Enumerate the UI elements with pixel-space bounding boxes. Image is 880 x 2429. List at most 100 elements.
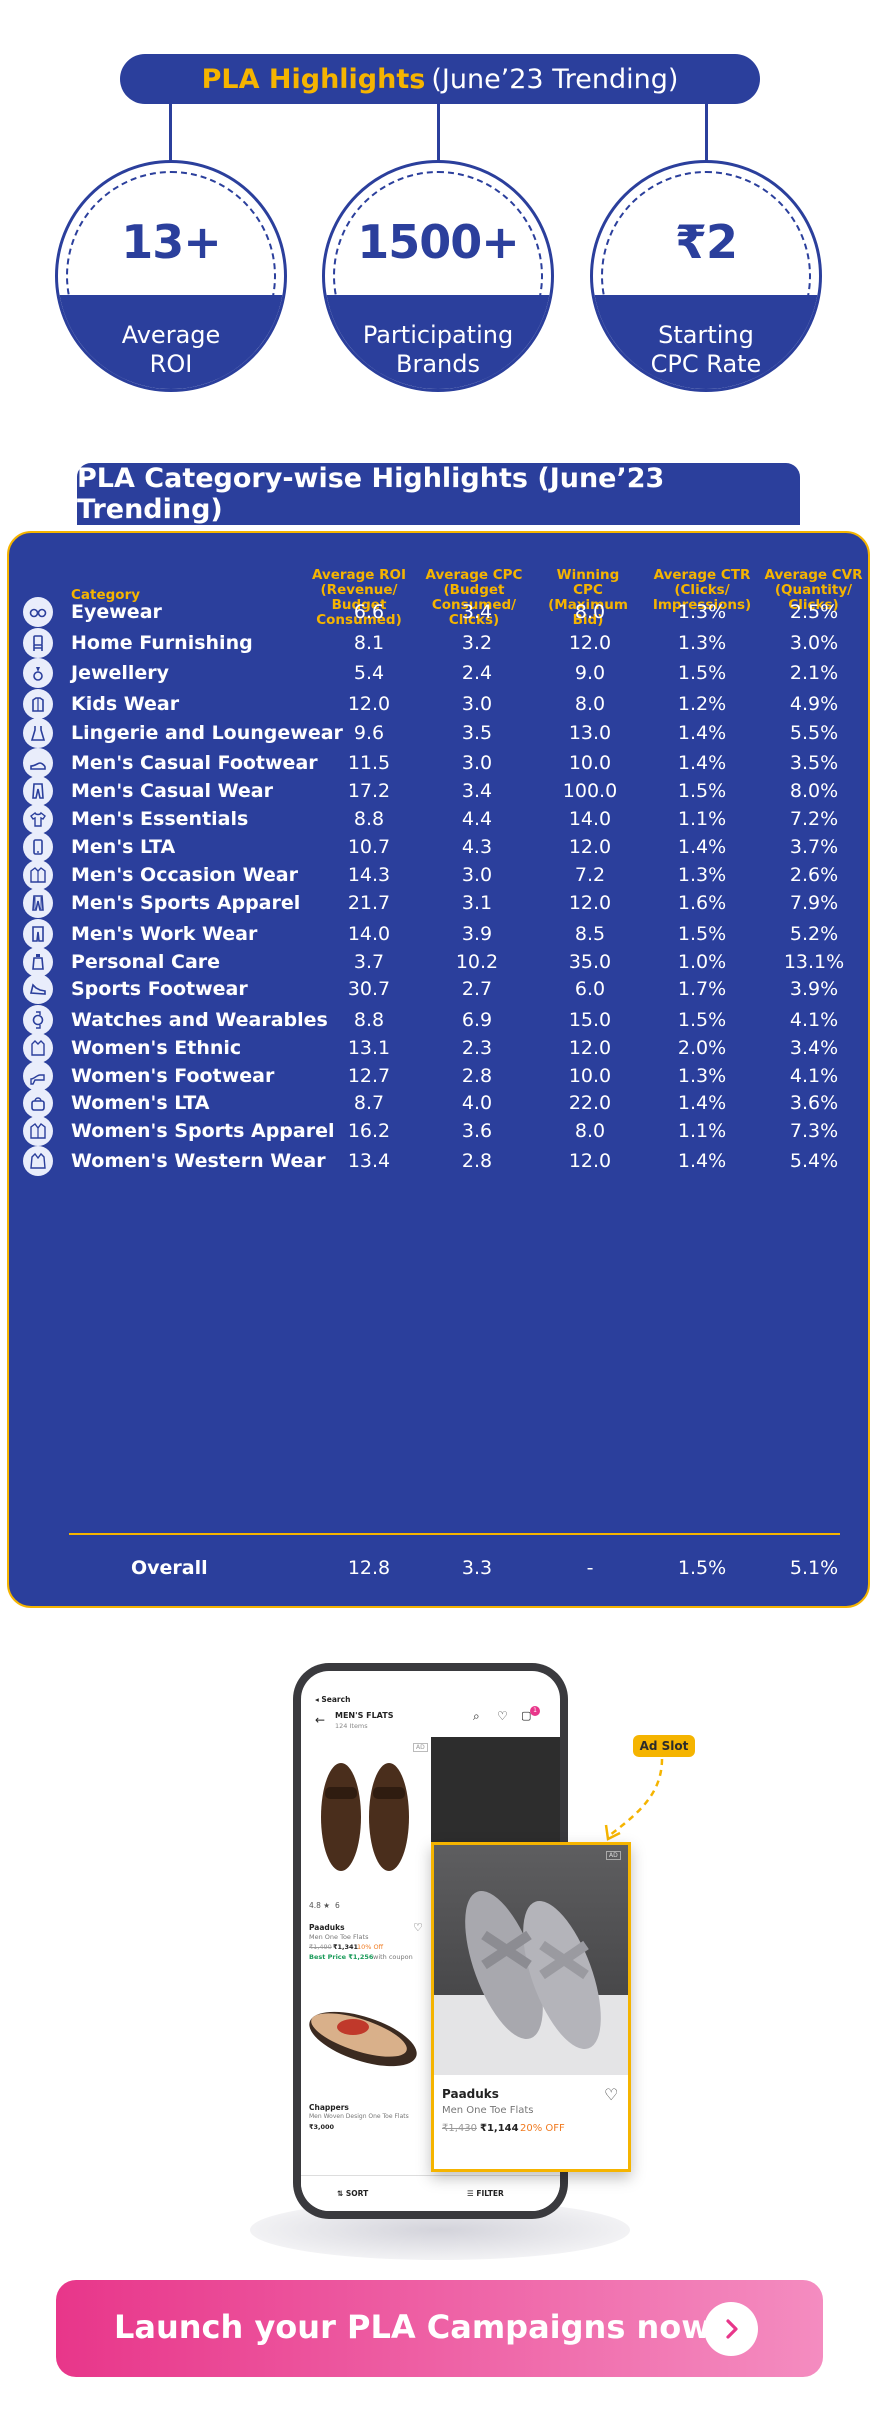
cell-cvr: 2.6%: [789, 864, 839, 886]
cell-cvr: 2.1%: [789, 662, 839, 684]
product-brand: Paaduks: [309, 1923, 345, 1932]
shirt-icon: [23, 860, 53, 890]
caption-line: Participating: [362, 321, 514, 349]
cell-roi: 3.7: [353, 951, 385, 973]
cell-ctr: 1.5%: [677, 662, 727, 684]
ad-product-card[interactable]: AD Paaduks Men One Toe Flats ₹1,430 ₹1,1…: [431, 1842, 631, 2172]
sort-label: SORT: [345, 2189, 369, 2198]
ad-product-image: [434, 1845, 628, 2075]
wishlist-heart-icon[interactable]: ♡: [413, 1921, 423, 1934]
cell-winning-cpc: 8.0: [574, 693, 606, 715]
cell-winning-cpc: 22.0: [568, 1092, 612, 1114]
product-image-kolhapuri[interactable]: [301, 1977, 429, 2097]
table-row: Lingerie and Loungewear 9.6 3.5 13.0 1.4% 5.5…: [9, 718, 872, 748]
back-arrow-icon[interactable]: ←: [315, 1713, 326, 1727]
caption-line: Starting: [658, 321, 754, 349]
cell-cpc: 3.4: [461, 780, 493, 802]
header-line: Clicks): [448, 612, 500, 628]
cell-cpc: 3.5: [461, 722, 493, 744]
product-brand: Chappers: [309, 2103, 349, 2112]
highlight-caption: Starting CPC Rate: [593, 321, 819, 379]
ad-product-name: Men One Toe Flats: [442, 2105, 534, 2116]
cell-ctr: 2.0%: [677, 1037, 727, 1059]
cell-ctr: 1.7%: [677, 978, 727, 1000]
jewellery-icon: [23, 658, 53, 688]
product-mrp: ₹1,490: [309, 1943, 332, 1951]
ad-wishlist-heart-icon[interactable]: ♡: [604, 2085, 619, 2104]
category-name: Kids Wear: [71, 693, 180, 715]
chevron-right-icon: [704, 2302, 758, 2356]
cell-cvr: 2.5%: [789, 601, 839, 623]
wishlist-icon[interactable]: ♡: [497, 1709, 508, 1723]
connector-line: [437, 100, 440, 162]
header-line: (Clicks/: [674, 582, 730, 598]
cell-winning-cpc: 12.0: [568, 1037, 612, 1059]
coat-icon: [23, 1146, 53, 1176]
product-image-dark[interactable]: [431, 1737, 560, 1845]
category-name: Men's Casual Footwear: [71, 752, 318, 774]
caption-line: Average: [121, 321, 221, 349]
table-row: Sports Footwear 30.7 2.7 6.0 1.7% 3.9%: [9, 974, 872, 1004]
product-image-sandal[interactable]: [301, 1737, 429, 1897]
category-name: Home Furnishing: [71, 632, 253, 654]
sort-button[interactable]: ⇅ SORT: [337, 2189, 369, 2198]
table-row: Women's Footwear 12.7 2.8 10.0 1.3% 4.1%: [9, 1061, 872, 1091]
casual-footwear-icon: [23, 748, 53, 778]
filter-label: FILTER: [476, 2189, 504, 2198]
product-price: ₹1,341: [333, 1943, 359, 1951]
cell-ctr: 1.3%: [677, 601, 727, 623]
cell-ctr: 1.5%: [677, 923, 727, 945]
cell-ctr: 1.4%: [677, 836, 727, 858]
cell-roi: 16.2: [347, 1120, 391, 1142]
track-pants-icon: [23, 888, 53, 918]
cell-winning-cpc: 12.0: [568, 632, 612, 654]
connector-line: [169, 100, 172, 162]
header-line: (Revenue/ Budget: [320, 582, 398, 613]
cell-cpc: 3.9: [461, 923, 493, 945]
header-line: Average ROI: [311, 567, 407, 583]
highlight-value: ₹2: [674, 215, 738, 269]
cell-cvr: 5.2%: [789, 923, 839, 945]
category-name: Men's LTA: [71, 836, 176, 858]
cell-winning-cpc: 12.0: [568, 892, 612, 914]
highlight-cap: [325, 295, 551, 389]
cell-winning-cpc: 9.0: [574, 662, 606, 684]
highlight-card-cpc: ₹2 Starting CPC Rate: [590, 160, 822, 392]
product-best-price: Best Price ₹1,256: [309, 1953, 374, 1961]
cell-roi: 21.7: [347, 892, 391, 914]
header-line: Consumed): [316, 612, 402, 628]
cell-winning-cpc: 100.0: [562, 780, 618, 802]
cell-ctr: 1.4%: [677, 1150, 727, 1172]
kolhapuri-illustration: [309, 2011, 417, 2067]
cell-roi: 14.0: [347, 923, 391, 945]
search-icon[interactable]: ⌕: [473, 1709, 480, 1723]
cell-winning-cpc: 13.0: [568, 722, 612, 744]
cell-cpc: 3.4: [461, 601, 493, 623]
table-row: Men's Sports Apparel 21.7 3.1 12.0 1.6% 7.9%: [9, 888, 872, 918]
cell-roi: 13.1: [347, 1037, 391, 1059]
cell-cvr: 7.9%: [789, 892, 839, 914]
ad-mrp: ₹1,430: [442, 2123, 477, 2134]
header-line: Average CPC: [425, 567, 523, 583]
cell-winning-cpc: 12.0: [568, 1150, 612, 1172]
filter-button[interactable]: ☰ FILTER: [467, 2189, 504, 2198]
cart-icon[interactable]: ▢: [521, 1709, 532, 1722]
cell-roi: 5.4: [353, 662, 385, 684]
grey-sandal-illustration: [434, 1890, 628, 2075]
highlights-title: PLA Highlights: [201, 63, 426, 95]
cell-cvr: 3.0%: [789, 632, 839, 654]
category-name: Men's Casual Wear: [71, 780, 273, 802]
cell-cvr: 3.9%: [789, 978, 839, 1000]
product-rating-count: 6: [335, 1901, 340, 1910]
back-search-link[interactable]: ◂ Search: [315, 1695, 351, 1704]
lingerie-icon: [23, 718, 53, 748]
cell-winning-cpc: 15.0: [568, 1009, 612, 1031]
highlight-card-brands: 1500+ Participating Brands: [322, 160, 554, 392]
cell-winning-cpc: 7.2: [574, 864, 606, 886]
table-title: PLA Category-wise Highlights (June’23 Tr…: [77, 463, 800, 525]
highlight-value: 1500+: [357, 215, 520, 269]
launch-campaigns-button[interactable]: Launch your PLA Campaigns now: [56, 2280, 823, 2377]
bottle-icon: [23, 947, 53, 977]
kids-wear-icon: [23, 689, 53, 719]
